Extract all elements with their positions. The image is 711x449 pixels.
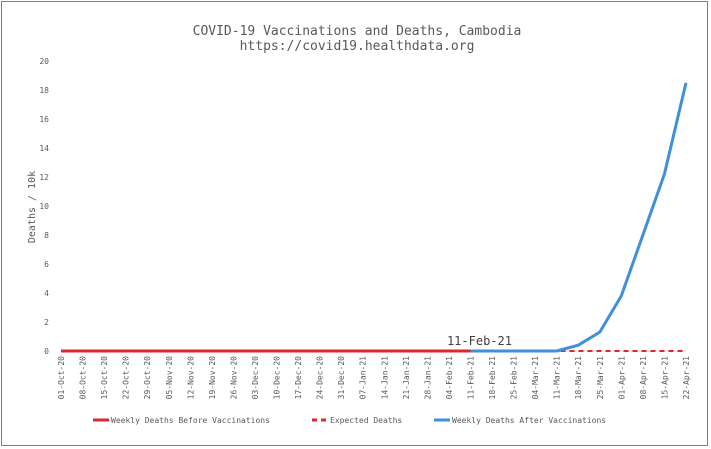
y-tick-label: 12 [39,173,49,182]
x-tick-label: 12-Nov-20 [186,356,195,400]
annotation-label: 11-Feb-21 [447,334,512,348]
x-tick-label: 03-Dec-20 [251,356,260,400]
chart-subtitle: https://covid19.healthdata.org [240,39,475,54]
x-tick-label: 29-Oct-20 [143,356,152,400]
weekly-deaths-after-vaccinations-line [470,82,688,353]
x-tick-label: 15-Oct-20 [100,356,109,400]
y-tick-label: 16 [39,115,49,124]
x-tick-label: 19-Nov-20 [208,356,217,400]
legend: Weekly Deaths Before Vaccinations Expecte… [93,416,606,425]
x-tick-label: 25-Feb-21 [510,356,519,400]
x-tick-label: 01-Oct-20 [57,356,66,400]
x-tick-label: 25-Mar-21 [596,356,605,400]
y-tick-label: 2 [44,318,49,327]
y-tick-label: 4 [44,289,49,298]
x-tick-label: 07-Jan-21 [359,356,368,400]
y-tick-label: 6 [44,260,49,269]
legend-label: Expected Deaths [330,416,402,425]
y-axis-label: Deaths / 10k [27,171,38,243]
y-tick-label: 8 [44,231,49,240]
y-tick-label: 10 [39,202,49,211]
x-tick-label: 10-Dec-20 [273,356,282,400]
y-tick-label: 18 [39,86,49,95]
x-tick-label: 22-Oct-20 [122,356,131,400]
x-tick-label: 14-Jan-21 [380,356,389,400]
chart-title: COVID-19 Vaccinations and Deaths, Cambod… [193,24,522,39]
x-tick-label: 24-Dec-20 [316,356,325,400]
x-tick-label: 08-Apr-21 [639,356,648,400]
x-tick-label: 31-Dec-20 [337,356,346,400]
x-tick-label: 04-Mar-21 [531,356,540,400]
legend-label: Weekly Deaths Before Vaccinations [111,416,270,425]
x-tick-label: 11-Feb-21 [466,356,475,400]
x-tick-label: 18-Feb-21 [488,356,497,400]
x-tick-label: 26-Nov-20 [229,356,238,400]
x-tick-label: 15-Apr-21 [660,356,669,400]
x-tick-label: 28-Jan-21 [423,356,432,400]
x-tick-label: 21-Jan-21 [402,356,411,400]
x-tick-label: 11-Mar-21 [553,356,562,400]
x-tick-label: 01-Apr-21 [617,356,626,400]
x-tick-label: 22-Apr-21 [682,356,691,400]
x-tick-label: 08-Oct-20 [79,356,88,400]
y-tick-label: 20 [39,57,49,66]
x-tick-label: 05-Nov-20 [165,356,174,400]
y-tick-label: 14 [39,144,49,153]
y-tick-label: 0 [44,347,49,356]
x-tick-label: 17-Dec-20 [294,356,303,400]
x-tick-label: 18-Mar-21 [574,356,583,400]
legend-label: Weekly Deaths After Vaccinations [452,416,606,425]
x-tick-label: 04-Feb-21 [445,356,454,400]
